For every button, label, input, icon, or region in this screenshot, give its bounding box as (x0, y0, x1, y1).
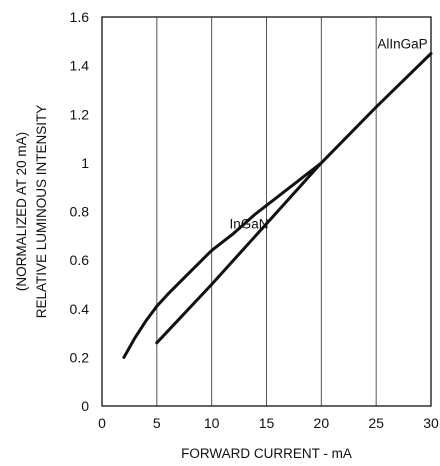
y-tick-label: 1 (81, 155, 89, 171)
plot-frame (101, 16, 432, 407)
y-axis-title-line-2: RELATIVE LUMINOUS INTENSITY (34, 105, 49, 319)
y-tick-label: 0.2 (70, 349, 90, 365)
x-tick-label: 25 (368, 415, 384, 431)
grid (156, 17, 377, 406)
series-label-ingan: InGaN (229, 217, 268, 232)
series-line-ingan (122, 161, 323, 359)
x-tick-label: 20 (314, 415, 330, 431)
y-tick-label: 0 (81, 398, 89, 414)
y-tick-label: 1.4 (70, 58, 90, 74)
x-tick-label: 0 (98, 415, 106, 431)
x-tick-label: 10 (204, 415, 220, 431)
y-tick-label: 0.8 (70, 204, 90, 220)
series-labels: InGaN AlInGaP (229, 37, 427, 232)
y-tick-label: 0.4 (70, 301, 90, 317)
x-tick-label: 5 (153, 415, 161, 431)
y-tick-label: 1.2 (70, 106, 90, 122)
series-line-alingap (155, 52, 433, 345)
series-lines (122, 52, 433, 359)
y-axis-title-line-1: (NORMALIZED AT 20 mA) (14, 132, 29, 291)
series-label-alingap: AlInGaP (377, 37, 427, 52)
y-tick-label: 1.6 (70, 9, 90, 25)
x-axis-title: FORWARD CURRENT - mA (181, 446, 352, 461)
x-tick-label: 30 (423, 415, 439, 431)
tick-labels: 0 5 10 15 20 25 30 0 0.2 0.4 0.6 0.8 1 1.2 1.4 1.6 (70, 9, 439, 431)
x-tick-label: 15 (259, 415, 275, 431)
y-tick-label: 0.6 (70, 252, 90, 268)
